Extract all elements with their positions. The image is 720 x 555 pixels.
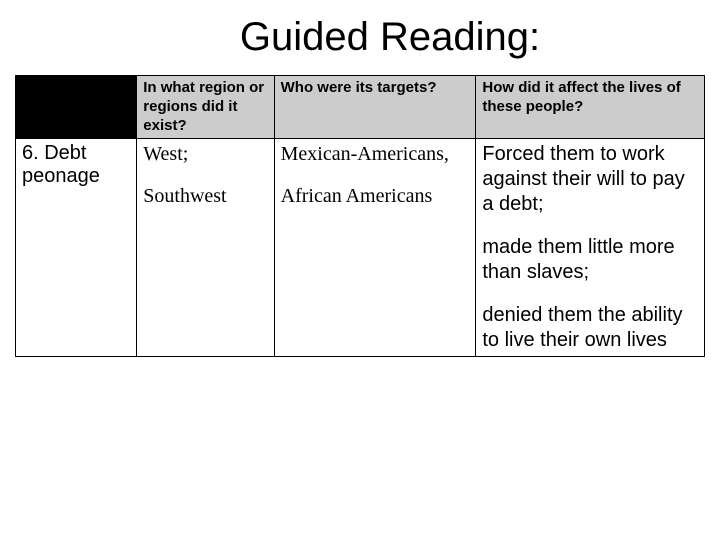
cell-effect: Forced them to work against their will t… [476, 139, 705, 357]
cell-targets: Mexican-Americans, African Americans [274, 139, 476, 357]
header-row: In what region or regions did it exist? … [16, 76, 705, 139]
targets-p1: Mexican-Americans, [281, 142, 470, 166]
slide: Guided Reading: In what region or region… [0, 15, 720, 555]
region-p1: West; [143, 142, 267, 166]
effect-p1: Forced them to work against their will t… [482, 142, 698, 217]
header-effect: How did it affect the lives of these peo… [476, 76, 705, 139]
page-title: Guided Reading: [0, 15, 720, 60]
header-targets: Who were its targets? [274, 76, 476, 139]
row-label: 6. Debt peonage [16, 139, 137, 357]
reading-table: In what region or regions did it exist? … [15, 75, 705, 357]
effect-p2: made them little more than slaves; [482, 235, 698, 285]
cell-region: West; Southwest [137, 139, 274, 357]
header-blank [16, 76, 137, 139]
targets-p2: African Americans [281, 184, 470, 208]
header-region: In what region or regions did it exist? [137, 76, 274, 139]
table-row: 6. Debt peonage West; Southwest Mexican-… [16, 139, 705, 357]
region-p2: Southwest [143, 184, 267, 208]
effect-p3: denied them the ability to live their ow… [482, 303, 698, 353]
